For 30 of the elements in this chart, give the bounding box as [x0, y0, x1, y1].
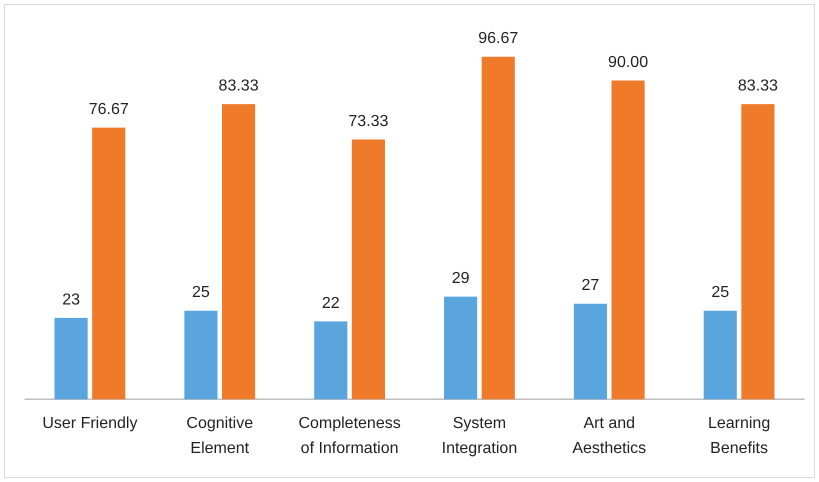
data-label: 90.00	[608, 54, 648, 71]
bar	[54, 318, 88, 400]
bar	[352, 140, 385, 400]
x-tick-label: Completeness of Information	[298, 415, 401, 458]
data-label: 29	[452, 270, 470, 288]
data-label: 83.33	[218, 77, 259, 94]
bar	[184, 310, 218, 400]
x-tick-label: Learning Benefits	[708, 415, 770, 458]
data-label: 73.33	[348, 112, 389, 130]
bar	[92, 128, 126, 400]
bar	[704, 310, 737, 400]
bar	[222, 104, 256, 400]
data-label: 25	[192, 284, 210, 302]
bar	[482, 56, 515, 400]
data-label: 27	[582, 277, 600, 294]
data-label: 23	[62, 291, 80, 308]
data-label: 22	[322, 294, 340, 312]
bar	[444, 296, 478, 400]
x-tick-label: System Integration	[442, 415, 518, 458]
x-tick-label: Art and Aesthetics	[572, 415, 646, 458]
bar	[574, 304, 607, 400]
x-tick-label: Cognitive Element	[186, 415, 254, 458]
data-label: 25	[711, 284, 730, 302]
data-label: 83.33	[738, 77, 778, 94]
data-label: 96.67	[478, 30, 518, 48]
bar	[314, 321, 348, 400]
bar	[741, 104, 774, 400]
x-tick-label: User Friendly	[42, 415, 138, 432]
bar	[612, 80, 645, 400]
data-label: 76.67	[88, 101, 129, 118]
